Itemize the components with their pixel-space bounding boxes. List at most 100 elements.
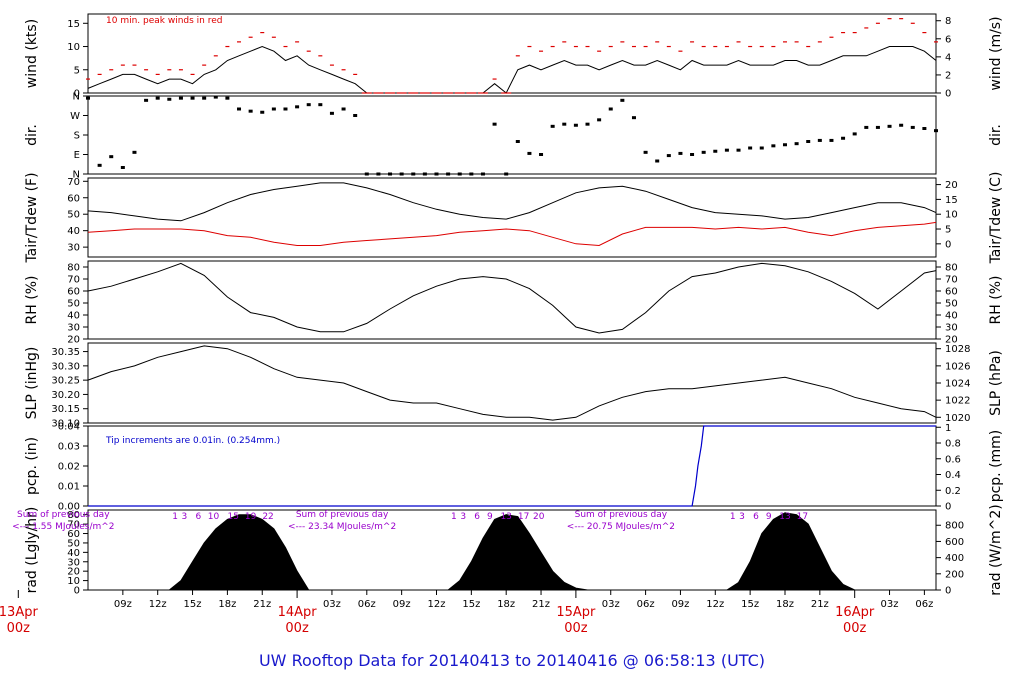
direction-point xyxy=(248,109,253,113)
direction-point xyxy=(202,96,207,100)
y-tick-label: 0.04 xyxy=(58,422,80,433)
y-tick-label: 50 xyxy=(67,538,80,549)
direction-point xyxy=(364,172,369,176)
direction-point xyxy=(515,140,520,143)
y-tick-label: 60 xyxy=(67,193,80,204)
y-tick-label: 60 xyxy=(67,529,80,540)
y-right-tick-label: 0 xyxy=(945,586,951,597)
direction-point xyxy=(353,114,358,117)
y-tick-label: 10 xyxy=(67,576,80,587)
x-tick-label: 12z xyxy=(428,599,446,610)
y-tick-label: N xyxy=(73,170,80,181)
y-tick-label: 0 xyxy=(74,586,80,597)
local-hour-mark: 20 xyxy=(533,512,545,522)
y-tick-label: 30 xyxy=(67,323,80,334)
x-tick-label: 03z xyxy=(323,599,341,610)
y-tick-label: N xyxy=(73,92,80,103)
direction-point xyxy=(539,153,544,156)
direction-point xyxy=(155,96,160,100)
y-right-tick-label: 0.6 xyxy=(945,454,961,465)
x-tick-label: 06z xyxy=(637,599,655,610)
y-tick-label: E xyxy=(74,150,80,161)
y-right-tick-label: 0.4 xyxy=(945,470,961,481)
direction-point xyxy=(446,172,451,176)
x-tick-label: 15z xyxy=(184,599,202,610)
local-hour-mark: 3 xyxy=(182,512,188,522)
y-right-tick-label: 40 xyxy=(945,311,958,322)
direction-point xyxy=(97,163,102,167)
y-tick-label: 0 xyxy=(74,89,80,100)
direction-point xyxy=(678,151,683,155)
y-right-tick-label: 1022 xyxy=(945,396,970,407)
y-axis-label: dir. xyxy=(24,124,40,146)
y-tick-label: 30.25 xyxy=(51,376,80,387)
radiation-sum-label: Sum of previous day xyxy=(575,510,668,520)
panel-wind: 0 5 10 15 0 2 4 6 8 wind (kts) wind (m/s) 10 min. p… xyxy=(24,13,1004,100)
y-tick-label: 40 xyxy=(67,226,80,237)
direction-point xyxy=(480,172,485,176)
radiation-sum-label: Sum of previous day xyxy=(296,510,389,520)
local-hour-mark: 6 xyxy=(753,512,759,522)
y-tick-label: 15 xyxy=(67,19,80,30)
panel-frame xyxy=(87,13,937,94)
direction-point xyxy=(736,148,741,152)
direction-point xyxy=(690,153,695,156)
y-right-tick-label: 8 xyxy=(945,16,951,27)
panel-temp: 30 40 50 60 70 0 5 10 15 20 Tair/Tdew (F) Tair/Tdew… xyxy=(24,172,1004,265)
y-right-tick-label: 1026 xyxy=(945,361,970,372)
precip-line xyxy=(88,425,936,507)
y-tick-label: 70 xyxy=(67,177,80,188)
y-axis-label: Tair/Tdew (F) xyxy=(24,172,40,263)
y-tick-label: 10 xyxy=(67,42,80,53)
direction-point xyxy=(341,107,346,111)
direction-point xyxy=(934,129,938,133)
direction-point xyxy=(724,148,729,152)
direction-point xyxy=(562,122,567,126)
local-hour-mark: 9 xyxy=(766,512,772,522)
direction-point xyxy=(701,150,706,154)
y-tick-label: 40 xyxy=(67,548,80,559)
y-axis-label-right: Tair/Tdew (C) xyxy=(988,172,1004,265)
y-tick-label: 30 xyxy=(67,557,80,568)
direction-point xyxy=(748,146,753,150)
direction-point xyxy=(794,142,799,146)
x-tick-label: 18z xyxy=(776,599,794,610)
direction-point xyxy=(132,150,137,154)
direction-point xyxy=(782,143,787,147)
y-axis-label: SLP (inHg) xyxy=(24,347,40,420)
x-tick-label: 06z xyxy=(915,599,933,610)
y-tick-label: 50 xyxy=(67,210,80,221)
direction-point xyxy=(388,172,393,176)
y-axis-label: wind (kts) xyxy=(24,19,40,88)
y-tick-label: 20 xyxy=(67,335,80,346)
y-axis-label: RH (%) xyxy=(24,276,40,325)
slp-line xyxy=(87,345,937,421)
direction-point xyxy=(504,172,509,176)
y-right-tick-label: 0.2 xyxy=(945,486,961,497)
x-tick-label: 12z xyxy=(149,599,167,610)
day-label: 16Apr xyxy=(835,605,875,620)
direction-point xyxy=(306,103,311,107)
y-right-tick-label: 2 xyxy=(945,70,951,81)
direction-point xyxy=(527,151,532,155)
y-right-tick-label: 800 xyxy=(945,521,964,532)
panel-frame xyxy=(87,260,937,340)
y-tick-label: 60 xyxy=(67,287,80,298)
direction-point xyxy=(608,107,613,111)
y-tick-label: 0.01 xyxy=(58,482,80,493)
direction-point xyxy=(666,154,671,158)
y-tick-label: 0.02 xyxy=(58,462,80,473)
local-hour-mark: 9 xyxy=(487,512,493,522)
day-label: 14Apr xyxy=(278,605,318,620)
direction-point xyxy=(399,172,404,176)
day-label-hour: 00z xyxy=(564,621,588,636)
y-tick-label: 70 xyxy=(67,275,80,286)
y-axis-label-right: pcp. (mm) xyxy=(988,430,1004,503)
direction-point xyxy=(411,172,416,176)
direction-point xyxy=(295,105,300,109)
x-tick-label: 03z xyxy=(602,599,620,610)
y-right-tick-label: 0 xyxy=(945,89,951,100)
direction-point xyxy=(887,124,892,128)
